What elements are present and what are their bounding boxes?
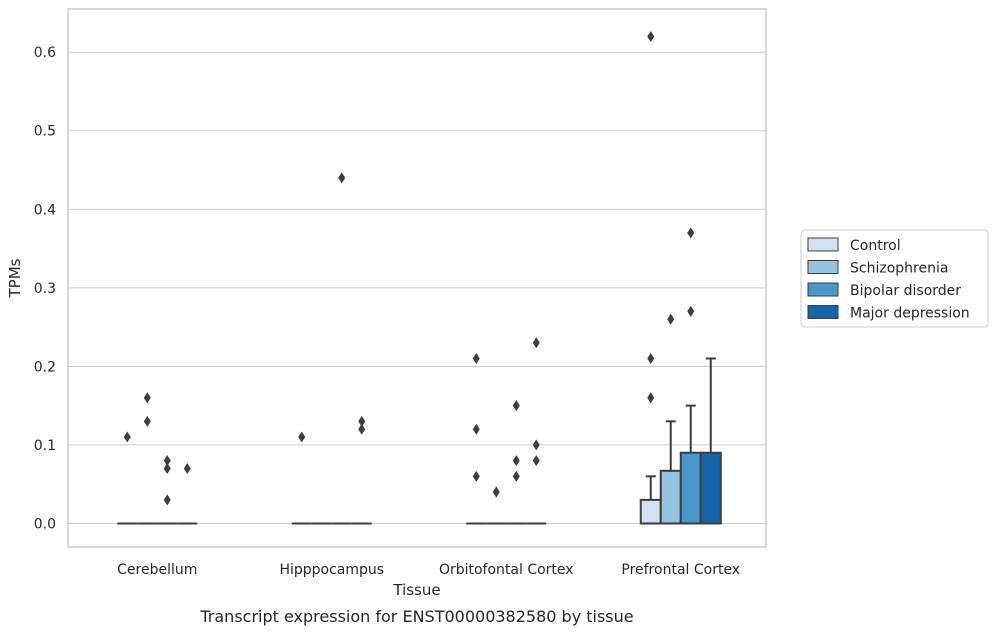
x-tick-label: Prefrontal Cortex — [621, 562, 740, 578]
box-schizophrenia — [659, 420, 682, 525]
outlier-point — [687, 305, 695, 317]
outlier-point — [123, 431, 131, 443]
outlier-point — [358, 415, 366, 427]
legend-swatch — [807, 260, 839, 274]
outlier-point — [492, 486, 500, 498]
y-tick-label: 0.5 — [34, 124, 56, 140]
plot-frame — [67, 8, 767, 548]
legend-label: Schizophrenia — [850, 261, 948, 277]
box-body — [659, 469, 682, 525]
outlier-point — [338, 172, 346, 184]
gridlines — [68, 51, 766, 524]
y-axis-label: TPMs — [6, 258, 24, 298]
box-body — [679, 451, 702, 525]
outlier-point — [472, 470, 480, 482]
legend-items: Control Schizophrenia Bipolar disorder Majo… — [807, 237, 970, 322]
legend-swatch — [807, 305, 839, 319]
legend-swatch — [807, 282, 839, 297]
y-tick-label: 0.6 — [34, 45, 56, 61]
outlier-point — [532, 337, 540, 349]
legend-frame — [800, 229, 989, 328]
box-control — [639, 475, 662, 525]
box-body — [699, 451, 722, 525]
outlier-point — [667, 313, 675, 325]
outlier-point — [143, 392, 151, 404]
boxes — [117, 357, 722, 525]
outlier-point — [532, 439, 540, 451]
outlier-point — [163, 494, 171, 506]
legend-item: Schizophrenia — [807, 260, 948, 277]
outliers — [123, 30, 695, 506]
y-tick-label: 0.1 — [34, 438, 56, 454]
legend-item: Bipolar disorder — [807, 282, 961, 299]
outlier-point — [647, 353, 655, 365]
legend-item: Major depression — [807, 305, 970, 322]
y-tick-labels: 0.0 0.1 0.2 0.3 0.4 0.5 0.6 — [34, 45, 56, 532]
x-tick-labels: Cerebellum Hipppocampus Orbitofontal Corte… — [117, 562, 740, 578]
legend-label: Major depression — [850, 306, 970, 322]
outlier-point — [163, 462, 171, 474]
y-tick-label: 0.0 — [34, 516, 56, 532]
outlier-point — [512, 400, 520, 412]
x-tick-label: Cerebellum — [117, 562, 197, 578]
outlier-point — [472, 423, 480, 435]
x-tick-label: Orbitofontal Cortex — [439, 562, 574, 578]
legend: Control Schizophrenia Bipolar disorder Majo… — [800, 229, 989, 328]
outlier-point — [647, 392, 655, 404]
box-bipolar-disorder — [679, 404, 702, 525]
x-tick-label: Hipppocampus — [279, 562, 384, 578]
outlier-point — [183, 462, 191, 474]
legend-item: Control — [807, 237, 901, 254]
outlier-point — [358, 423, 366, 435]
legend-label: Control — [850, 238, 901, 254]
legend-label: Bipolar disorder — [850, 283, 961, 299]
outlier-point — [163, 455, 171, 467]
outlier-point — [298, 431, 306, 443]
outlier-point — [687, 227, 695, 239]
y-tick-label: 0.2 — [34, 359, 56, 375]
box-major-depression — [699, 357, 722, 525]
outlier-point — [512, 470, 520, 482]
legend-swatch — [807, 237, 839, 252]
outlier-point — [143, 415, 151, 427]
y-tick-label: 0.3 — [34, 281, 56, 297]
box-body — [639, 498, 662, 525]
outlier-point — [472, 353, 480, 365]
outlier-point — [532, 455, 540, 467]
outlier-point — [512, 455, 520, 467]
chart-caption: Transcript expression for ENST0000038258… — [199, 607, 633, 626]
x-axis-label: Tissue — [392, 581, 440, 599]
outlier-point — [647, 30, 655, 42]
y-tick-label: 0.4 — [34, 202, 56, 218]
